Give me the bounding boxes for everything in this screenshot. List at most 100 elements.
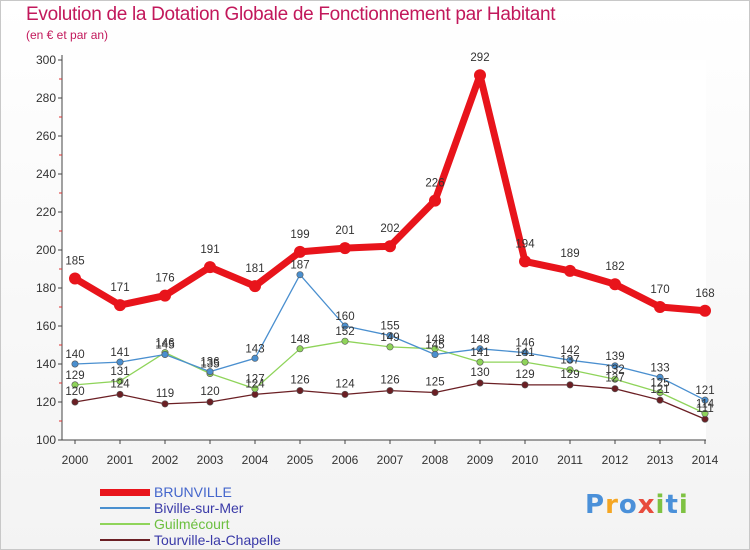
chart-subtitle: (en € et par an) [26,28,109,42]
y-tick-label: 260 [36,129,56,143]
data-point [431,388,439,396]
data-label: 124 [110,378,130,390]
data-label: 148 [290,334,309,346]
data-label: 146 [155,338,174,350]
data-point [474,69,486,82]
data-label: 114 [696,398,715,410]
data-label: 201 [335,225,354,237]
logo-letter: i [678,490,689,520]
data-label: 121 [650,384,669,396]
data-point [116,377,124,385]
data-label: 148 [425,334,444,346]
data-label: 141 [470,347,489,359]
data-label: 126 [290,375,309,387]
data-point [656,388,664,396]
data-point [159,289,171,302]
x-tick-label: 2006 [332,453,359,467]
x-tick-label: 2000 [62,453,89,467]
data-point [656,373,664,381]
data-label: 189 [560,248,579,260]
data-point [386,343,394,351]
y-tick-label: 100 [36,433,56,447]
data-label: 194 [515,238,535,250]
logo-letter: P [585,490,606,520]
data-point [206,368,214,376]
data-point [386,387,394,395]
data-point [566,356,574,364]
data-label: 152 [335,326,354,338]
data-point [341,322,349,330]
x-tick-label: 2009 [467,453,494,467]
data-label: 142 [560,345,579,357]
data-label: 125 [650,378,669,390]
data-point [341,390,349,398]
data-point [566,381,574,389]
x-tick-label: 2003 [197,453,224,467]
data-point [384,240,396,253]
data-point [116,358,124,366]
data-label: 127 [245,374,264,386]
data-point [341,337,349,345]
data-label: 126 [380,375,399,387]
data-label: 127 [605,373,624,385]
y-tick-label: 160 [36,319,56,333]
data-point [339,242,351,255]
data-label: 130 [470,367,489,379]
x-tick-label: 2010 [512,453,539,467]
data-point [161,350,169,358]
legend-item: Guilmécourt [100,516,360,532]
x-tick-label: 2002 [152,453,179,467]
data-label: 146 [515,338,534,350]
y-tick-label: 120 [36,395,56,409]
data-label: 124 [335,378,355,390]
y-tick-label: 140 [36,357,56,371]
data-point [701,396,709,404]
data-label: 124 [245,378,265,390]
proxiti-logo: Proxiti [585,490,689,520]
legend-label: Guilmécourt [154,516,230,532]
data-label: 120 [65,386,84,398]
x-tick-label: 2013 [647,453,674,467]
y-tick-label: 220 [36,205,56,219]
data-label: 111 [696,403,713,415]
data-point [296,271,304,279]
data-point [431,350,439,358]
data-point [564,264,576,277]
data-point [71,381,79,389]
data-point [609,278,621,291]
legend-item: Biville-sur-Mer [100,500,360,516]
x-tick-label: 2007 [377,453,404,467]
data-point [476,345,484,353]
data-label: 187 [290,260,309,272]
logo-letter: t [665,490,679,520]
data-label: 133 [650,362,669,374]
data-label: 160 [335,311,354,323]
data-label: 149 [380,332,399,344]
y-tick-label: 200 [36,243,56,257]
data-label: 120 [200,386,219,398]
data-point [294,245,306,258]
data-label: 140 [65,349,84,361]
data-point [251,385,259,393]
data-point [69,272,81,285]
data-point [519,255,531,268]
data-label: 143 [245,343,264,355]
data-label: 185 [65,256,84,268]
data-point [611,362,619,370]
data-label: 182 [605,261,624,273]
legend-item: Tourville-la-Chapelle [100,532,360,548]
data-point [251,354,259,362]
data-label: 132 [605,364,624,376]
data-label: 141 [515,347,534,359]
data-point [654,301,666,313]
logo-letter: x [637,490,656,520]
x-tick-label: 2005 [287,453,314,467]
x-tick-label: 2008 [422,453,449,467]
data-label: 202 [380,223,399,235]
plot-area [62,60,706,440]
legend-label: Biville-sur-Mer [154,500,244,516]
data-label: 191 [200,244,219,256]
data-label: 155 [380,321,399,333]
x-tick-label: 2012 [602,453,629,467]
